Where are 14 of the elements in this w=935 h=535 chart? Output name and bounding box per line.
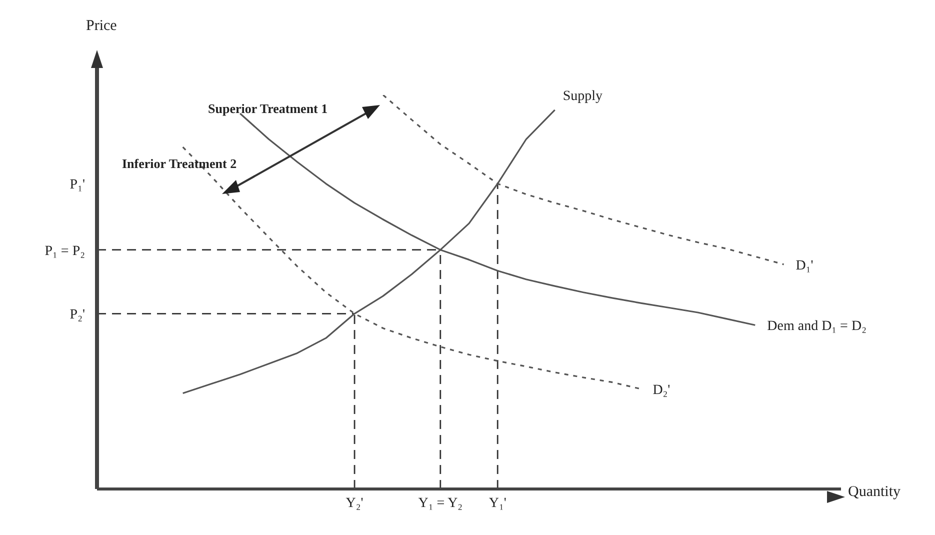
x-tick-label: Y₁ = Y₂ [418, 496, 463, 511]
annotation: Inferior Treatment 2 [122, 156, 237, 171]
x-tick-label: Y₁' [488, 496, 506, 511]
ref-line-label: P₁ = P₂ [44, 244, 86, 259]
annotation: Superior Treatment 1 [208, 101, 328, 116]
y-axis-title: Price [86, 18, 118, 34]
x-tick-label: Y₂' [346, 496, 364, 511]
ref-line-label: P₂' [70, 308, 85, 323]
series-label: D₂' [652, 382, 670, 398]
series-label: Supply [562, 88, 603, 104]
x-axis-title: Quantity [848, 484, 901, 500]
series-label: D₁' [796, 258, 814, 274]
series-label: Dem and D₁ = D₂ [767, 319, 867, 334]
text: P₁' [70, 178, 85, 193]
